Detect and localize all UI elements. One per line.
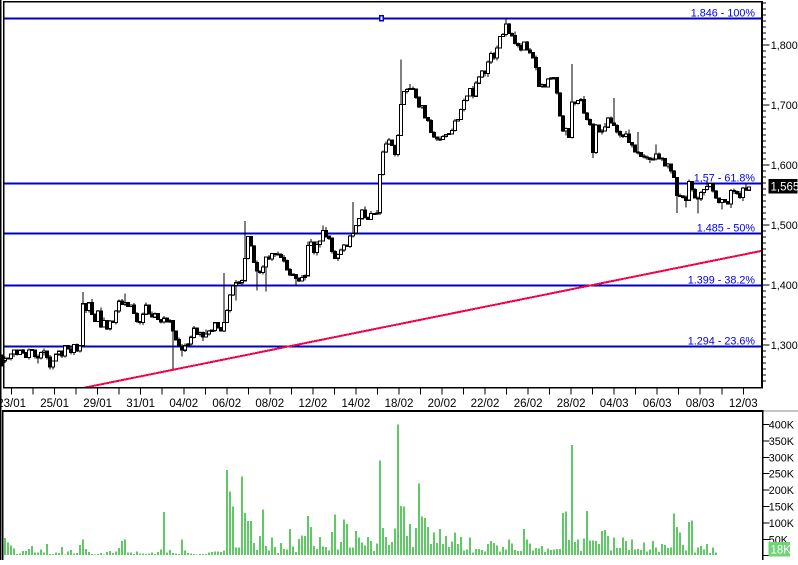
- svg-text:20/02: 20/02: [428, 398, 457, 410]
- svg-text:1,300: 1,300: [771, 340, 798, 352]
- svg-text:29/01: 29/01: [83, 398, 112, 410]
- svg-text:150K: 150K: [769, 502, 795, 514]
- svg-text:23/01: 23/01: [0, 398, 26, 410]
- svg-text:1,500: 1,500: [771, 220, 798, 232]
- svg-text:1,600: 1,600: [771, 160, 798, 172]
- svg-text:400K: 400K: [769, 420, 795, 432]
- svg-text:1,800: 1,800: [771, 40, 798, 52]
- svg-text:300K: 300K: [769, 452, 795, 464]
- svg-text:1,700: 1,700: [771, 100, 798, 112]
- svg-text:22/02: 22/02: [471, 398, 500, 410]
- svg-text:31/01: 31/01: [126, 398, 155, 410]
- svg-text:04/02: 04/02: [169, 398, 198, 410]
- svg-text:250K: 250K: [769, 469, 795, 481]
- svg-text:200K: 200K: [769, 485, 795, 497]
- svg-text:1.846 - 100%: 1.846 - 100%: [691, 8, 756, 20]
- svg-text:06/02: 06/02: [212, 398, 241, 410]
- svg-text:1.399 - 38.2%: 1.399 - 38.2%: [688, 275, 756, 287]
- svg-text:06/03: 06/03: [643, 398, 672, 410]
- svg-text:1.294 - 23.6%: 1.294 - 23.6%: [688, 336, 756, 348]
- svg-text:28/02: 28/02: [557, 398, 586, 410]
- svg-text:18/02: 18/02: [385, 398, 414, 410]
- svg-text:12/02: 12/02: [299, 398, 328, 410]
- svg-text:350K: 350K: [769, 436, 795, 448]
- svg-text:1,57 - 61.8%: 1,57 - 61.8%: [694, 173, 756, 185]
- svg-text:1,565: 1,565: [771, 182, 798, 194]
- svg-text:100K: 100K: [769, 518, 795, 530]
- svg-text:1,400: 1,400: [771, 280, 798, 292]
- svg-text:1.485 - 50%: 1.485 - 50%: [697, 223, 756, 235]
- svg-text:04/03: 04/03: [600, 398, 629, 410]
- svg-text:14/02: 14/02: [342, 398, 371, 410]
- svg-text:08/02: 08/02: [255, 398, 284, 410]
- svg-text:12/03: 12/03: [729, 398, 758, 410]
- svg-text:25/01: 25/01: [40, 398, 69, 410]
- svg-text:08/03: 08/03: [686, 398, 715, 410]
- svg-text:18K: 18K: [771, 545, 792, 557]
- svg-text:26/02: 26/02: [514, 398, 543, 410]
